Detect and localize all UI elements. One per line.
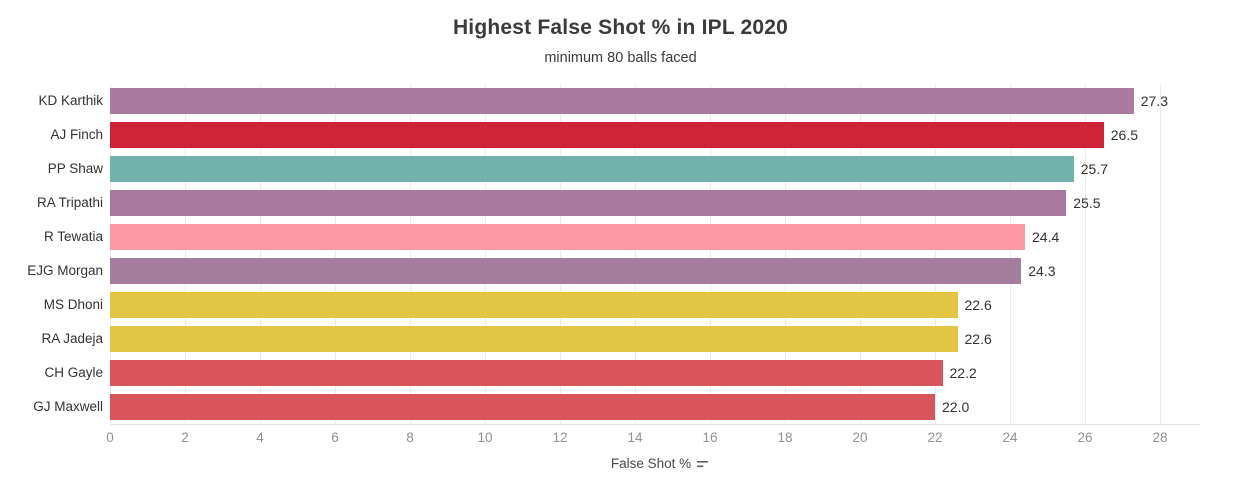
bar-gj-maxwell[interactable] — [110, 394, 935, 420]
bar-value-label: 27.3 — [1140, 93, 1168, 109]
bar-value-label: 24.4 — [1032, 229, 1060, 245]
y-axis-label-aj-finch: AJ Finch — [50, 127, 103, 142]
bar-value-label: 22.2 — [949, 365, 977, 381]
x-tick-label-4: 4 — [256, 430, 264, 445]
x-tick-label-16: 16 — [702, 430, 718, 445]
bar-aj-finch[interactable] — [110, 122, 1104, 148]
gridline-18 — [785, 84, 786, 424]
bar-row: 22.6 — [110, 322, 1200, 356]
y-axis-label-ra-tripathi: RA Tripathi — [36, 195, 103, 210]
y-axis-label-pp-shaw: PP Shaw — [47, 161, 103, 176]
x-tick-label-10: 10 — [477, 430, 493, 445]
y-axis-label-r-tewatia: R Tewatia — [43, 229, 103, 244]
x-axis-title: False Shot % — [611, 456, 709, 471]
gridline-20 — [860, 84, 861, 424]
bar-value-label: 22.0 — [942, 399, 970, 415]
x-axis-label: False Shot % — [610, 456, 692, 471]
x-tick-label-26: 26 — [1077, 430, 1093, 445]
bar-value-label: 25.7 — [1080, 161, 1108, 177]
gridline-26 — [1085, 84, 1086, 424]
y-axis-label-kd-karthik: KD Karthik — [38, 93, 103, 108]
x-tick-label-2: 2 — [181, 430, 189, 445]
y-axis-label-ms-dhoni: MS Dhoni — [43, 297, 103, 312]
chart-subtitle: minimum 80 balls faced — [544, 50, 697, 66]
bar-kd-karthik[interactable] — [110, 88, 1134, 114]
bar-row: 27.3 — [110, 84, 1200, 118]
plot-area: 27.3 26.5 25.7 25.5 24.4 24.3 22.6 22.6 22.2 22.0 — [110, 84, 1200, 425]
gridline-12 — [560, 84, 561, 424]
gridline-14 — [635, 84, 636, 424]
gridline-8 — [410, 84, 411, 424]
gridline-22 — [935, 84, 936, 424]
y-axis-label-ejg-morgan: EJG Morgan — [27, 263, 103, 278]
bar-value-label: 25.5 — [1073, 195, 1101, 211]
x-tick-label-0: 0 — [106, 430, 114, 445]
bar-row: 22.6 — [110, 288, 1200, 322]
x-tick-label-24: 24 — [1002, 430, 1018, 445]
bar-pp-shaw[interactable] — [110, 156, 1074, 182]
gridline-6 — [335, 84, 336, 424]
bar-value-label: 24.3 — [1028, 263, 1056, 279]
bar-ra-tripathi[interactable] — [110, 190, 1067, 216]
bar-value-label: 22.6 — [964, 331, 992, 347]
bar-row: 25.5 — [110, 186, 1200, 220]
sort-descending-icon[interactable] — [697, 460, 709, 469]
y-axis-label-ch-gayle: CH Gayle — [44, 365, 103, 380]
x-tick-label-8: 8 — [406, 430, 414, 445]
bar-r-tewatia[interactable] — [110, 224, 1025, 250]
bar-ra-jadeja[interactable] — [110, 326, 958, 352]
bar-ch-gayle[interactable] — [110, 360, 943, 386]
y-axis-label-ra-jadeja: RA Jadeja — [41, 331, 103, 346]
y-axis-label-gj-maxwell: GJ Maxwell — [33, 399, 103, 414]
gridline-10 — [485, 84, 486, 424]
gridline-2 — [185, 84, 186, 424]
bar-row: 25.7 — [110, 152, 1200, 186]
gridline-16 — [710, 84, 711, 424]
x-tick-label-28: 28 — [1152, 430, 1168, 445]
x-tick-label-18: 18 — [777, 430, 793, 445]
bar-row: 26.5 — [110, 118, 1200, 152]
bar-row: 24.3 — [110, 254, 1200, 288]
x-tick-label-22: 22 — [927, 430, 943, 445]
bar-row: 22.2 — [110, 356, 1200, 390]
x-tick-label-14: 14 — [627, 430, 643, 445]
bar-value-label: 26.5 — [1110, 127, 1138, 143]
gridline-4 — [260, 84, 261, 424]
gridline-28 — [1160, 84, 1161, 424]
bar-ejg-morgan[interactable] — [110, 258, 1022, 284]
bar-row: 24.4 — [110, 220, 1200, 254]
x-tick-label-20: 20 — [852, 430, 868, 445]
bar-ms-dhoni[interactable] — [110, 292, 958, 318]
gridline-0 — [110, 84, 111, 424]
chart-title: Highest False Shot % in IPL 2020 — [452, 16, 789, 39]
bar-row: 22.0 — [110, 390, 1200, 424]
bar-value-label: 22.6 — [964, 297, 992, 313]
gridline-24 — [1010, 84, 1011, 424]
x-tick-label-6: 6 — [331, 430, 339, 445]
x-tick-label-12: 12 — [552, 430, 568, 445]
